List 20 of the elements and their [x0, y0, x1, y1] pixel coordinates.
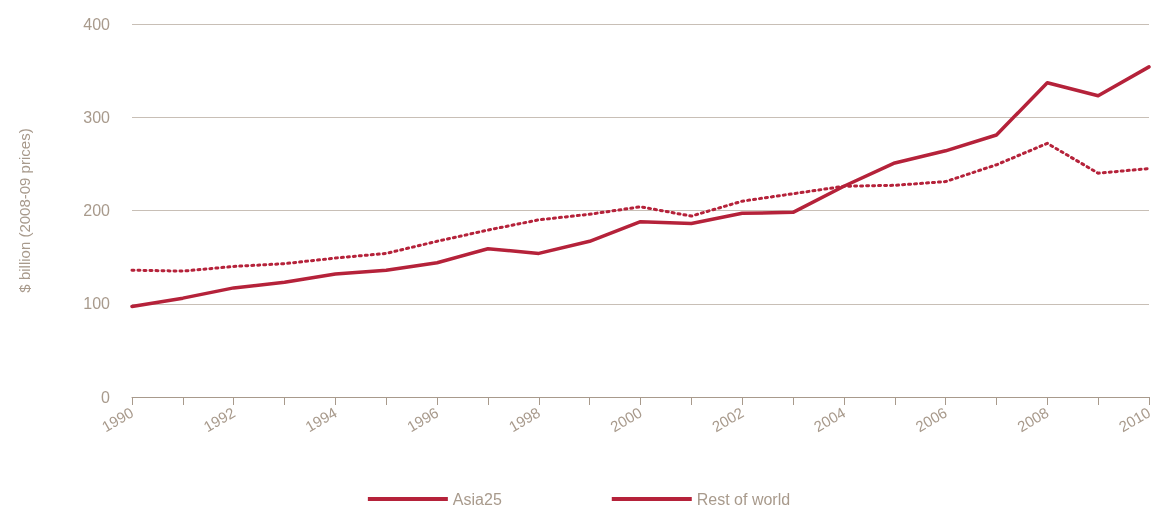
x-tick-label: 2008 — [1014, 403, 1052, 436]
y-tick-label: 300 — [83, 108, 111, 126]
y-tick-label: 400 — [83, 15, 111, 33]
x-tick-label: 1990 — [98, 403, 137, 436]
y-axis-title: $ billion (2008-09 prices) — [16, 128, 33, 293]
y-tick-label: 200 — [83, 202, 111, 219]
y-tick-label: 0 — [101, 388, 111, 406]
legend-label: Asia25 — [452, 490, 502, 508]
x-tick-label: 2000 — [607, 403, 645, 436]
y-tick-label: 100 — [83, 295, 111, 313]
x-tick-label: 2006 — [912, 403, 950, 436]
x-tick-label: 1994 — [302, 403, 340, 436]
x-tick-label: 2010 — [1115, 403, 1154, 436]
x-tick-label: 2002 — [709, 403, 747, 436]
legend-label: Rest of world — [696, 490, 791, 508]
x-tick-label: 1996 — [403, 403, 442, 436]
x-tick-label: 1998 — [505, 403, 544, 436]
line-series — [130, 65, 1151, 309]
x-tick-label: 1992 — [200, 403, 238, 436]
x-tick-label: 2004 — [810, 403, 849, 436]
